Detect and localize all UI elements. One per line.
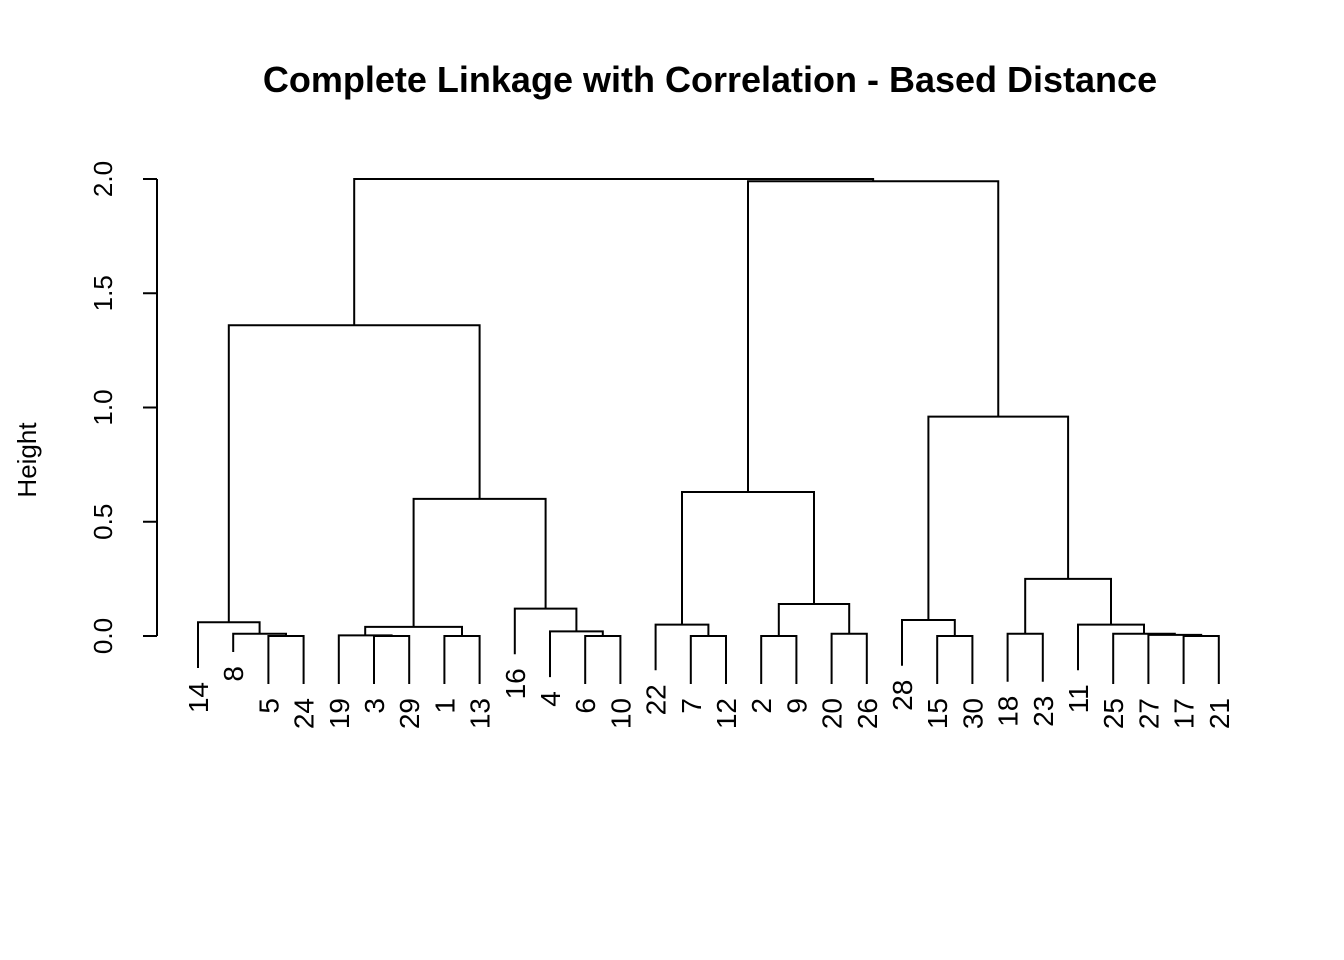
merge-link [549, 630, 604, 678]
y-axis-label: Height [12, 422, 42, 498]
y-tick-label: 2.0 [88, 161, 118, 197]
leaf-label: 13 [465, 698, 496, 729]
leaf-label: 5 [253, 698, 284, 714]
merge-link [373, 635, 411, 684]
leaf-label: 26 [852, 698, 883, 729]
leaf-label: 3 [359, 698, 390, 714]
y-axis: 0.0 0.5 1.0 1.5 2.0 [88, 161, 158, 654]
merge-link [337, 634, 393, 684]
y-tick-label: 1.5 [88, 275, 118, 311]
leaf-label: 28 [887, 680, 918, 711]
y-tick-label: 0.0 [88, 618, 118, 654]
leaf-label: 24 [289, 698, 320, 729]
merge-link [901, 619, 956, 666]
chart-title: Complete Linkage with Correlation - Base… [263, 59, 1157, 100]
leaf-label: 27 [1133, 698, 1164, 729]
leaf-label: 30 [957, 698, 988, 729]
merge-link [689, 635, 727, 684]
merge-link [760, 635, 798, 684]
merge-link [197, 621, 261, 668]
leaf-label: 16 [500, 668, 531, 699]
merge-link [1112, 632, 1176, 684]
leaf-label: 23 [1028, 696, 1059, 727]
leaf-label: 19 [324, 698, 355, 729]
merge-link [927, 415, 1070, 621]
leaf-label: 29 [394, 698, 425, 729]
merge-link [1147, 633, 1203, 684]
y-tick-label: 0.5 [88, 504, 118, 540]
leaf-label: 22 [641, 684, 672, 715]
merge-link [654, 623, 710, 671]
leaf-label: 14 [183, 682, 214, 713]
leaf-label: 2 [746, 698, 777, 714]
leaf-label: 25 [1098, 698, 1129, 729]
merge-link [747, 180, 1000, 493]
merge-link [353, 178, 875, 326]
merge-link [267, 635, 305, 684]
leaf-label: 1 [429, 698, 460, 714]
merge-link [936, 635, 974, 684]
leaf-label: 8 [218, 666, 249, 682]
leaf-label: 18 [993, 696, 1024, 727]
leaf-label: 11 [1063, 684, 1094, 713]
merge-link [1077, 623, 1145, 671]
leaf-label: 9 [781, 698, 812, 714]
leaf-label: 7 [676, 698, 707, 714]
leaf-label: 10 [605, 698, 636, 729]
leaf-label: 15 [922, 698, 953, 729]
merge-link [830, 632, 868, 684]
y-tick-label: 1.0 [88, 389, 118, 425]
merge-link [1006, 632, 1044, 682]
leaf-label: 4 [535, 691, 566, 707]
leaf-label: 6 [570, 698, 601, 714]
leaf-label: 17 [1169, 698, 1200, 729]
leaf-label: 20 [817, 698, 848, 729]
merge-link [584, 635, 622, 684]
merge-link [1182, 635, 1220, 684]
merge-link [227, 324, 481, 623]
merge-link [443, 635, 481, 684]
leaf-label: 21 [1204, 698, 1235, 729]
leaf-label: 12 [711, 698, 742, 729]
merge-link [777, 603, 851, 636]
dendrogram-tree [197, 178, 1220, 684]
